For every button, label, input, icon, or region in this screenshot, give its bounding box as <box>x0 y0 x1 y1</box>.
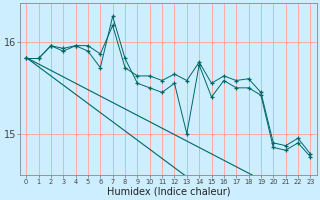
X-axis label: Humidex (Indice chaleur): Humidex (Indice chaleur) <box>107 187 230 197</box>
